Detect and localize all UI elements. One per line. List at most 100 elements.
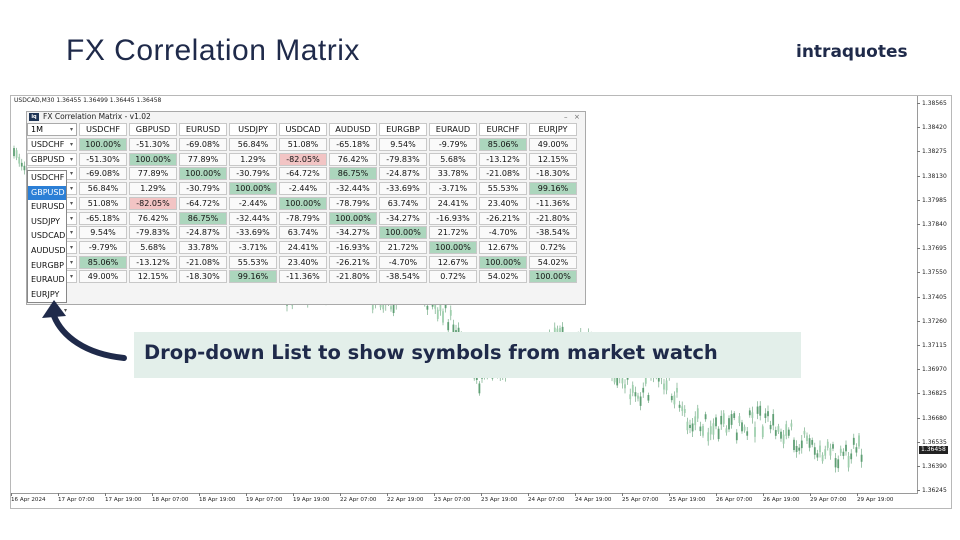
- price-label: 1.37550: [922, 269, 947, 277]
- price-tick: [917, 345, 920, 346]
- correlation-cell: 100.00%: [179, 167, 227, 181]
- correlation-cell: 12.15%: [129, 270, 177, 284]
- correlation-cell: 77.89%: [179, 152, 227, 166]
- candle-body: [629, 394, 632, 400]
- scroll-down-icon[interactable]: ▾: [63, 307, 67, 315]
- candle-body: [793, 439, 795, 451]
- correlation-cell: 54.02%: [529, 255, 577, 269]
- candle-body: [642, 387, 645, 393]
- candle-body: [785, 424, 788, 436]
- chart-symbol-info: USDCAD,M30 1.36455 1.36499 1.36445 1.364…: [14, 97, 162, 104]
- candle-body: [754, 427, 756, 437]
- correlation-cell: -38.54%: [529, 226, 577, 240]
- curved-arrow-icon: [42, 300, 127, 361]
- candle-body: [845, 444, 847, 452]
- row-symbol-select[interactable]: GBPUSD ▾: [27, 152, 77, 166]
- correlation-cell: -82.05%: [279, 152, 327, 166]
- candle-body: [644, 377, 647, 384]
- candle-body: [819, 445, 821, 453]
- dropdown-option-usdjpy[interactable]: USDJPY: [31, 216, 60, 226]
- dropdown-option-eurusd[interactable]: EURUSD: [31, 202, 65, 212]
- chart-plot-area[interactable]: [11, 96, 918, 494]
- candle-body: [813, 447, 816, 455]
- timeframe-select[interactable]: 1M ▾: [27, 123, 77, 136]
- row-symbol-select[interactable]: USDCHF ▾: [27, 138, 77, 151]
- correlation-cell: -69.08%: [79, 167, 127, 181]
- candle-body: [647, 395, 650, 401]
- chevron-down-icon: ▾: [69, 214, 73, 222]
- candle-body: [696, 408, 699, 419]
- candle-body: [631, 384, 634, 393]
- correlation-cell: -82.05%: [129, 196, 177, 210]
- time-tick: [575, 493, 576, 496]
- correlation-cell: -18.30%: [179, 270, 227, 284]
- candle-body: [847, 456, 850, 468]
- correlation-cell: 56.84%: [229, 138, 277, 151]
- dropdown-option-gbpusd[interactable]: GBPUSD: [28, 185, 66, 201]
- time-label: 16 Apr 2024: [11, 497, 46, 503]
- candle-body: [676, 387, 678, 393]
- time-tick: [434, 493, 435, 496]
- dropdown-option-audusd[interactable]: AUDUSD: [31, 245, 66, 255]
- column-header-usdcad: USDCAD: [279, 123, 327, 136]
- dropdown-option-usdchf[interactable]: USDCHF: [31, 173, 65, 182]
- candle-body: [860, 454, 863, 462]
- correlation-cell: 33.78%: [179, 240, 227, 254]
- correlation-cell: -11.36%: [279, 270, 327, 284]
- price-label: 1.38420: [922, 124, 947, 132]
- correlation-cell: -78.79%: [329, 196, 377, 210]
- correlation-cell: 51.08%: [279, 138, 327, 151]
- price-label: 1.36390: [922, 463, 947, 470]
- price-tick: [917, 224, 920, 225]
- correlation-cell: -26.21%: [329, 255, 377, 269]
- candle-body: [850, 453, 853, 460]
- time-tick: [716, 493, 717, 496]
- correlation-matrix-panel[interactable]: iq FX Correlation Matrix - v1.02 – × 1M ▾…: [26, 111, 586, 305]
- price-tick: [917, 248, 920, 250]
- candle-body: [759, 405, 762, 416]
- candle-body: [392, 301, 395, 314]
- dropdown-option-eurjpy[interactable]: EURJPY: [31, 289, 60, 299]
- correlation-cell: 12.15%: [529, 152, 577, 166]
- symbol-dropdown-list[interactable]: USDCHF GBPUSD EURUSD USDJPY USDCAD AUDUSD EURG…: [27, 170, 67, 314]
- time-tick: [246, 493, 247, 496]
- candle-body: [23, 165, 26, 171]
- dropdown-option-usdcad[interactable]: USDCAD: [31, 231, 66, 241]
- correlation-cell: -21.80%: [529, 211, 577, 225]
- correlation-cell: -16.93%: [429, 211, 477, 225]
- dropdown-option-eurgbp[interactable]: EURGBP: [31, 260, 64, 270]
- candle-body: [790, 423, 793, 427]
- minimize-icon[interactable]: –: [564, 113, 568, 121]
- candle-body: [691, 423, 694, 432]
- time-label: 23 Apr 19:00: [481, 497, 518, 503]
- close-icon[interactable]: ×: [574, 113, 580, 121]
- correlation-cell: -24.87%: [179, 226, 227, 240]
- price-label: 1.37840: [922, 221, 947, 228]
- candle-body: [673, 395, 676, 405]
- correlation-cell: 55.53%: [229, 255, 277, 269]
- panel-titlebar[interactable]: iq FX Correlation Matrix - v1.02 – ×: [27, 112, 585, 122]
- correlation-cell: -21.08%: [179, 255, 227, 269]
- candle-body: [725, 428, 728, 433]
- candle-body: [18, 156, 21, 164]
- correlation-cell: 5.68%: [129, 240, 177, 254]
- price-tick: [917, 490, 920, 492]
- correlation-cell: 33.78%: [429, 167, 477, 181]
- correlation-cell: 100.00%: [529, 270, 577, 284]
- candle-body: [746, 431, 749, 436]
- correlation-cell: -34.27%: [379, 211, 427, 225]
- candle-body: [390, 306, 392, 310]
- candle-body: [699, 426, 702, 432]
- candle-body: [780, 431, 782, 439]
- candle-body: [764, 413, 767, 418]
- page-title: FX Correlation Matrix: [66, 34, 360, 67]
- correlation-cell: 85.06%: [479, 138, 527, 151]
- dropdown-option-euraud[interactable]: EURAUD: [31, 275, 65, 285]
- correlation-cell: -13.12%: [129, 255, 177, 269]
- candle-body: [798, 447, 801, 451]
- correlation-cell: 76.42%: [129, 211, 177, 225]
- correlation-cell: -4.70%: [479, 226, 527, 240]
- price-tick: [917, 466, 920, 467]
- price-label: 1.36970: [922, 366, 947, 374]
- correlation-cell: -9.79%: [429, 138, 477, 151]
